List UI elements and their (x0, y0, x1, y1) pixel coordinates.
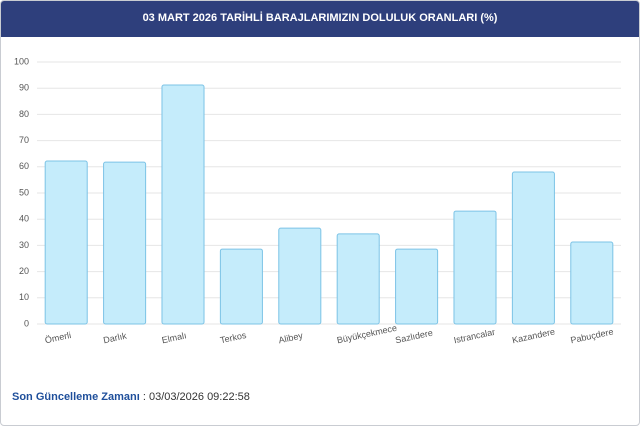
x-tick-label: Büyükçekmece (336, 323, 398, 345)
bar (336, 233, 380, 325)
x-tick-label: Terkos (219, 330, 247, 345)
y-tick-label: 30 (19, 240, 29, 250)
bar (511, 171, 555, 325)
footer: Son Güncelleme Zamanı : 03/03/2026 09:22… (12, 391, 250, 403)
bar (395, 248, 439, 325)
chart-title: 03 MART 2026 TARİHLİ BARAJLARIMIZIN DOLU… (142, 12, 498, 24)
bar (453, 210, 497, 325)
bar (570, 241, 614, 325)
bar (103, 161, 147, 325)
x-tick-label: Elmalı (161, 330, 188, 345)
bar (219, 248, 263, 325)
y-tick-label: 20 (19, 266, 29, 276)
y-tick-label: 70 (19, 135, 29, 145)
x-tick-label: Alibey (278, 330, 305, 345)
update-time: 03/03/2026 09:22:58 (148, 391, 250, 403)
y-tick-label: 60 (19, 161, 29, 171)
y-tick-label: 40 (19, 214, 29, 224)
separator: : (142, 391, 146, 403)
y-tick-label: 90 (19, 83, 29, 93)
y-tick-label: 80 (19, 109, 29, 119)
update-label: Son Güncelleme Zamanı (12, 391, 140, 403)
y-tick-label: 0 (24, 318, 29, 328)
x-tick-label: Sazlıdere (394, 328, 433, 346)
bar (278, 227, 322, 325)
y-tick-label: 10 (19, 292, 29, 302)
y-tick-label: 50 (19, 187, 29, 197)
header: 03 MART 2026 TARİHLİ BARAJLARIMIZIN DOLU… (1, 1, 639, 37)
bar (161, 84, 205, 325)
bar (44, 160, 88, 325)
y-tick-label: 100 (14, 56, 29, 66)
chart: 0 10 20 30 40 50 60 70 80 90 100 Ömerli Darlık Elmalı… (14, 56, 621, 346)
x-tick-label: Pabuçdere (570, 326, 615, 345)
x-tick-label: Darlık (102, 331, 128, 346)
x-tick-label: Ömerli (44, 330, 72, 345)
x-tick-label: Istrancalar (453, 327, 496, 346)
x-tick-label: Kazandere (511, 326, 556, 345)
